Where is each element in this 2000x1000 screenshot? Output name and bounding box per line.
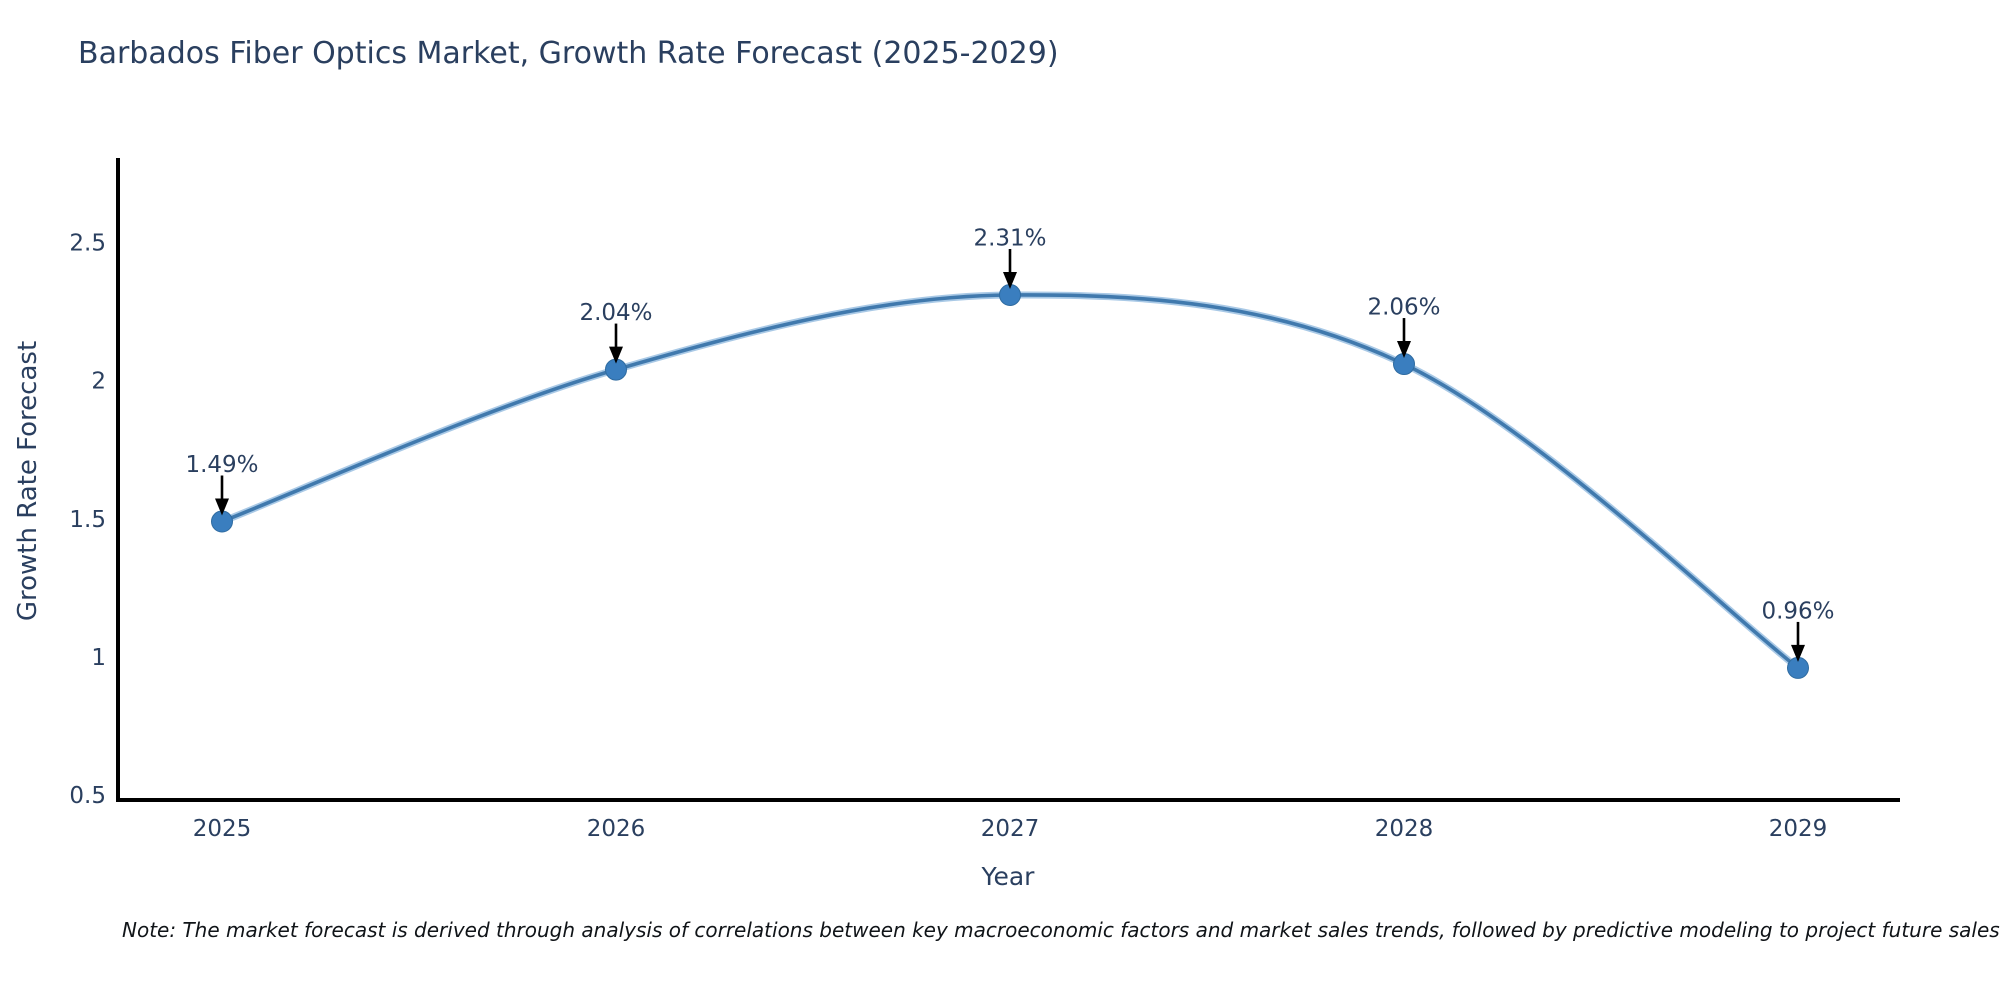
x-axis-title: Year — [981, 862, 1035, 891]
data-point-value-label: 0.96% — [1761, 598, 1834, 624]
data-point-value-label: 2.04% — [579, 300, 652, 326]
y-axis-spine — [116, 158, 120, 802]
y-tick-label: 2.5 — [69, 231, 106, 257]
chart-title: Barbados Fiber Optics Market, Growth Rat… — [78, 36, 1059, 71]
x-tick-label: 2027 — [981, 816, 1040, 842]
annotation-arrow-head — [1003, 271, 1017, 289]
y-tick-label: 1 — [91, 645, 106, 671]
x-tick-label: 2025 — [193, 816, 252, 842]
x-axis-spine — [116, 798, 1900, 802]
y-tick-label: 2 — [91, 369, 106, 395]
x-tick-label: 2028 — [1375, 816, 1434, 842]
annotation-arrow-head — [609, 346, 623, 364]
data-point-value-label: 2.06% — [1367, 294, 1440, 320]
annotation-arrow-head — [1397, 341, 1411, 359]
data-line — [220, 293, 1800, 670]
y-tick-label: 1.5 — [69, 507, 106, 533]
annotation-arrow-head — [215, 498, 229, 516]
footnote: Note: The market forecast is derived thr… — [122, 918, 2000, 942]
annotation-arrow-head — [1791, 644, 1805, 662]
x-tick-label: 2029 — [1769, 816, 1828, 842]
data-line-halo — [218, 291, 1802, 672]
data-point-value-label: 1.49% — [185, 452, 258, 478]
x-tick-label: 2026 — [587, 816, 646, 842]
y-tick-label: 0.5 — [69, 783, 106, 809]
data-point-value-label: 2.31% — [973, 225, 1046, 251]
